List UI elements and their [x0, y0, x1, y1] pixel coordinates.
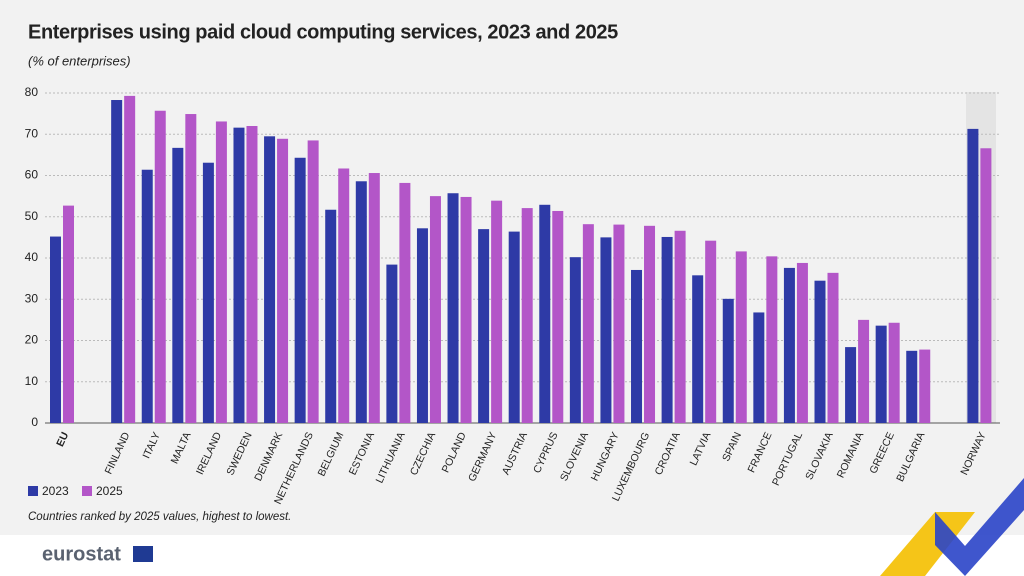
bar: [569, 257, 581, 423]
bar: [631, 269, 643, 423]
bar: [980, 148, 992, 423]
logo-text: eurostat: [42, 543, 121, 565]
y-tick-label: 50: [25, 209, 39, 223]
bar: [906, 350, 918, 423]
bar: [613, 224, 625, 423]
chart-title: Enterprises using paid cloud computing s…: [28, 21, 618, 43]
bar: [202, 162, 214, 423]
bar: [338, 168, 350, 423]
bar: [141, 169, 153, 423]
bar: [447, 193, 459, 423]
bar: [722, 298, 734, 423]
bar: [386, 264, 398, 423]
bar: [399, 182, 411, 423]
bar: [753, 312, 765, 423]
bar: [325, 209, 337, 423]
legend-swatch: [82, 486, 92, 496]
y-tick-label: 20: [25, 333, 39, 347]
y-tick-label: 30: [25, 291, 39, 305]
x-tick-label: EU: [54, 430, 71, 448]
bar: [355, 181, 367, 423]
bar: [888, 322, 900, 423]
bar: [796, 262, 808, 423]
bar: [582, 224, 594, 423]
bar: [50, 236, 61, 423]
bar: [766, 256, 778, 423]
legend-label: 2025: [96, 484, 123, 498]
bar: [307, 140, 319, 423]
bar: [875, 325, 887, 423]
bar: [783, 267, 795, 423]
legend-swatch: [28, 486, 38, 496]
bar: [460, 196, 472, 423]
bar: [154, 110, 166, 424]
y-tick-label: 80: [25, 85, 39, 99]
chart-subtitle: (% of enterprises): [28, 53, 131, 68]
bar: [491, 200, 503, 423]
bar: [294, 157, 306, 423]
bar: [692, 275, 704, 423]
bar: [63, 205, 74, 423]
bar: [416, 228, 428, 423]
bar: [827, 272, 839, 423]
bar: [508, 231, 520, 423]
bar: [735, 251, 747, 423]
note: Countries ranked by 2025 values, highest…: [28, 511, 291, 523]
bar: [172, 147, 184, 424]
bar: [264, 136, 276, 423]
bar: [814, 280, 826, 423]
bar: [124, 95, 136, 423]
y-tick-label: 70: [25, 126, 39, 140]
eu-flag: [133, 546, 153, 562]
y-tick-label: 10: [25, 374, 39, 388]
bar: [521, 208, 533, 423]
bar: [600, 237, 612, 423]
bar: [429, 196, 441, 423]
bar: [661, 236, 673, 423]
y-tick-label: 40: [25, 250, 39, 264]
y-tick-label: 60: [25, 168, 39, 182]
bar: [552, 210, 564, 423]
decoration: [935, 478, 1024, 576]
y-tick-label: 0: [31, 415, 38, 429]
bar: [858, 319, 870, 423]
bar: [674, 230, 686, 423]
bar: [705, 240, 717, 423]
bar: [215, 121, 227, 424]
bar: [967, 128, 979, 423]
bar: [845, 347, 857, 423]
bar: [277, 138, 289, 423]
bar: [478, 229, 490, 423]
bar: [644, 225, 656, 423]
bar: [111, 100, 123, 423]
bar: [539, 204, 551, 423]
bar: [368, 173, 380, 423]
bar: [233, 127, 245, 424]
decoration: [880, 512, 975, 576]
bar: [919, 349, 931, 423]
bar: [185, 114, 197, 423]
legend-label: 2023: [42, 484, 69, 498]
bar: [246, 126, 258, 423]
